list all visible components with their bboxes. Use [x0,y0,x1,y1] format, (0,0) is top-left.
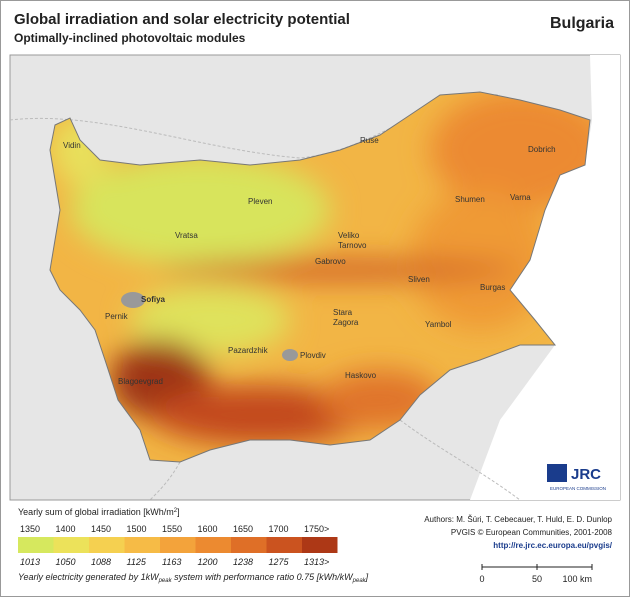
city-label: Dobrich [528,145,556,154]
scale-label: 100 km [562,574,592,584]
city-label: Pernik [105,312,129,321]
electricity-label: 1200 [198,557,218,567]
electricity-label: 1050 [56,557,76,567]
electricity-label: 1238 [233,557,253,567]
city-label: Haskovo [345,371,377,380]
irradiation-label: 1750> [304,524,329,534]
legend-note: Yearly electricity generated by 1kWpeak … [18,572,369,584]
city-label: Vratsa [175,231,198,240]
irradiation-label: 1350 [20,524,40,534]
city-label: Varna [510,193,531,202]
irradiation-label: 1700 [269,524,289,534]
borders [9,94,521,501]
city-label: Plovdiv [300,351,326,360]
irradiation-label: 1600 [198,524,218,534]
electricity-label: 1275 [269,557,290,567]
city-label: Sliven [408,275,430,284]
plovdiv-area [282,349,298,361]
city-label: Gabrovo [315,257,346,266]
sofiya-area [121,292,145,308]
city-label: Stara [333,308,353,317]
legend-swatch [160,537,196,553]
scale-label: 0 [479,574,484,584]
title: Global irradiation and solar electricity… [14,11,350,28]
irradiation-label: 1550 [162,524,182,534]
city-label: Vidin [63,141,81,150]
city-label: Pazardzhik [228,346,269,355]
jrc-logo: JRC EUROPEAN COMMISSION [543,460,613,494]
legend-swatch [266,537,302,553]
irradiation-label: 1500 [127,524,147,534]
country: Bulgaria [550,15,614,32]
city-label: Veliko [338,231,360,240]
legend-swatch [195,537,231,553]
legend-swatch [18,537,54,553]
city-label: Yambol [425,320,452,329]
irradiation-label: 1650 [233,524,253,534]
logo-name: JRC [571,466,601,483]
irradiation-label: 1450 [91,524,111,534]
subtitle: Optimally-inclined photovoltaic modules [14,31,246,45]
scale-label: 50 [532,574,542,584]
city-label: Ruse [360,136,379,145]
scale: 0 50 100 km [479,564,593,584]
legend-swatch [231,537,267,553]
legend: 1350 1400 1450 1500 1550 1600 1650 1700 1750> 101… [18,524,338,567]
logo-org: EUROPEAN COMMISSION [550,486,606,491]
url[interactable]: http://re.jrc.ec.europa.eu/pvgis/ [493,541,612,550]
legend-swatch [53,537,89,553]
irradiation-label: 1400 [56,524,76,534]
city-label: Burgas [480,283,505,292]
electricity-label: 1125 [127,557,147,567]
outline [49,91,591,463]
city-labels: Vidin Ruse Dobrich Pleven Shumen Varna Vratsa V… [63,136,556,386]
electricity-label: 1013 [20,557,40,567]
legend-swatch [302,537,338,553]
city-label: Shumen [455,195,485,204]
eu-flag [547,464,567,482]
city-label: Pleven [248,197,272,206]
copyright: PVGIS © European Communities, 2001-2008 [451,528,613,537]
map: Vidin Ruse Dobrich Pleven Shumen Varna Vratsa V… [9,54,621,501]
legend-title: Yearly sum of global irradiation [kWh/m2… [18,507,180,517]
authors: Authors: M. Šúri, T. Cebecauer, T. Huld,… [424,515,612,524]
legend-swatch [124,537,160,553]
city-label: Sofiya [141,295,166,304]
electricity-label: 1088 [91,557,111,567]
city-label: Tarnovo [338,241,367,250]
electricity-label: 1313> [304,557,329,567]
city-label: Zagora [333,318,359,327]
legend-swatch [89,537,125,553]
electricity-label: 1163 [162,557,181,567]
city-label: Blagoevgrad [118,377,163,386]
